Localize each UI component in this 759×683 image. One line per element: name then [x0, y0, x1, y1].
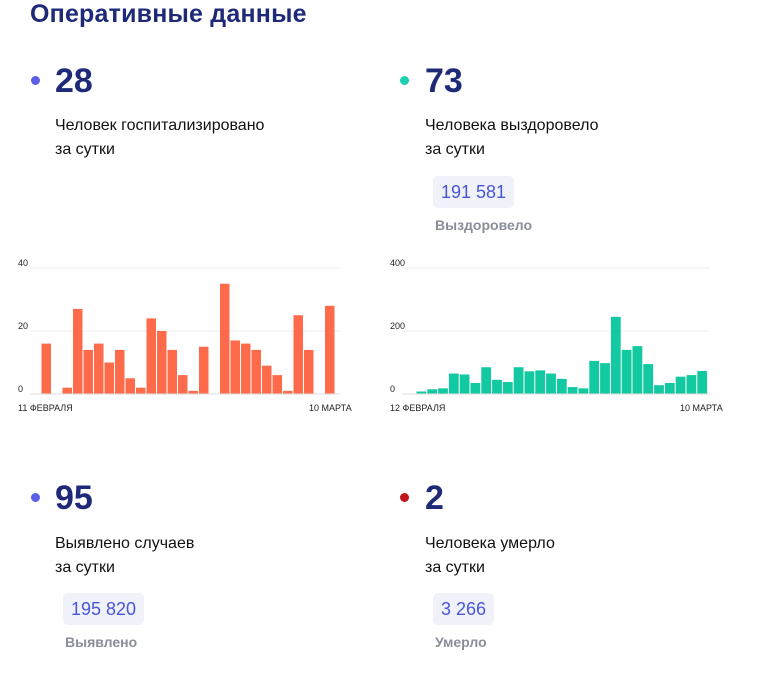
y-tick-label: 20 — [18, 321, 28, 331]
bar — [272, 375, 282, 394]
bar — [621, 349, 632, 394]
died-value: 2 — [425, 479, 444, 517]
bar — [304, 349, 314, 394]
died-desc-line1: Человека умерло — [425, 535, 555, 552]
bar — [167, 349, 177, 394]
recovered-total-badge: 191 581 — [433, 176, 515, 208]
bar — [567, 387, 578, 394]
recovered-desc-line1: Человека выздоровело — [425, 117, 599, 134]
detected-dot-icon — [31, 493, 40, 502]
recovered-total-label: Выздоровело — [435, 217, 533, 233]
bar — [136, 387, 146, 394]
bar — [220, 283, 230, 394]
hospitalized-description: Человек госпитализировано за сутки — [55, 114, 315, 162]
died-description: Человека умерло за сутки — [425, 532, 685, 580]
died-desc-line2: за сутки — [425, 559, 485, 576]
bar — [664, 382, 675, 394]
bar — [293, 315, 303, 394]
bar — [41, 343, 51, 394]
bar — [283, 390, 293, 394]
bar — [438, 388, 448, 394]
bar — [578, 388, 589, 394]
died-total-badge: 3 266 — [433, 593, 495, 625]
recovered-value: 73 — [425, 62, 463, 100]
bar — [524, 371, 535, 394]
bar — [178, 375, 188, 394]
bar — [470, 382, 481, 394]
detected-value: 95 — [55, 479, 93, 517]
detected-desc-line2: за сутки — [55, 559, 115, 576]
recovered-desc-line2: за сутки — [425, 141, 485, 158]
bar — [643, 364, 654, 394]
x-start-label: 12 ФЕВРАЛЯ — [390, 403, 445, 413]
detected-total-label: Выявлено — [65, 634, 138, 650]
bar — [600, 363, 610, 394]
bar — [230, 340, 240, 394]
bar — [251, 349, 261, 394]
y-tick-label: 400 — [390, 258, 405, 268]
bar — [146, 318, 156, 394]
bar — [94, 343, 104, 394]
bar — [62, 387, 72, 394]
bar — [654, 385, 664, 394]
bar — [104, 362, 114, 394]
bar — [188, 390, 198, 394]
bar — [427, 389, 438, 394]
recovered-description: Человека выздоровело за сутки — [425, 114, 685, 162]
bar — [697, 371, 708, 394]
detected-total-badge: 195 820 — [63, 593, 145, 625]
x-end-label: 10 МАРТА — [309, 403, 352, 413]
y-tick-label: 0 — [390, 384, 395, 394]
bar — [632, 346, 643, 394]
bar — [448, 373, 459, 394]
bar — [610, 316, 621, 394]
hospitalized-dot-icon — [31, 76, 40, 85]
x-end-label: 10 МАРТА — [680, 403, 723, 413]
y-tick-label: 40 — [18, 258, 28, 268]
died-dot-icon — [400, 493, 409, 502]
bar — [556, 378, 567, 394]
bar — [241, 343, 251, 394]
x-start-label: 11 ФЕВРАЛЯ — [18, 403, 73, 413]
hospitalized-chart: 0 20 40 11 ФЕВРАЛЯ 10 МАРТА — [18, 258, 352, 413]
bar — [535, 370, 546, 394]
hospitalized-desc-line2: за сутки — [55, 141, 115, 158]
bar — [459, 374, 470, 394]
bar — [686, 375, 697, 394]
bar — [125, 378, 135, 394]
bar — [83, 349, 93, 394]
detected-desc-line1: Выявлено случаев — [55, 535, 195, 552]
died-total-label: Умерло — [435, 634, 487, 650]
bar — [492, 379, 502, 394]
bar — [481, 367, 492, 394]
recovered-chart: 0 200 400 12 ФЕВРАЛЯ 10 МАРТА — [390, 258, 723, 413]
bar — [513, 367, 524, 394]
y-tick-label: 200 — [390, 321, 405, 331]
bar — [325, 305, 335, 394]
bar — [502, 382, 513, 394]
bar — [416, 391, 427, 394]
bar — [157, 331, 167, 394]
bar — [589, 360, 600, 394]
bar — [546, 373, 556, 394]
bar — [262, 365, 272, 394]
page-title: Оперативные данные — [30, 0, 307, 28]
bar — [115, 349, 125, 394]
bar — [199, 346, 209, 394]
recovered-dot-icon — [400, 76, 409, 85]
hospitalized-desc-line1: Человек госпитализировано — [55, 117, 265, 134]
bar — [675, 376, 686, 394]
hospitalized-value: 28 — [55, 62, 93, 100]
y-tick-label: 0 — [18, 384, 23, 394]
bar — [73, 308, 83, 394]
detected-description: Выявлено случаев за сутки — [55, 532, 315, 580]
